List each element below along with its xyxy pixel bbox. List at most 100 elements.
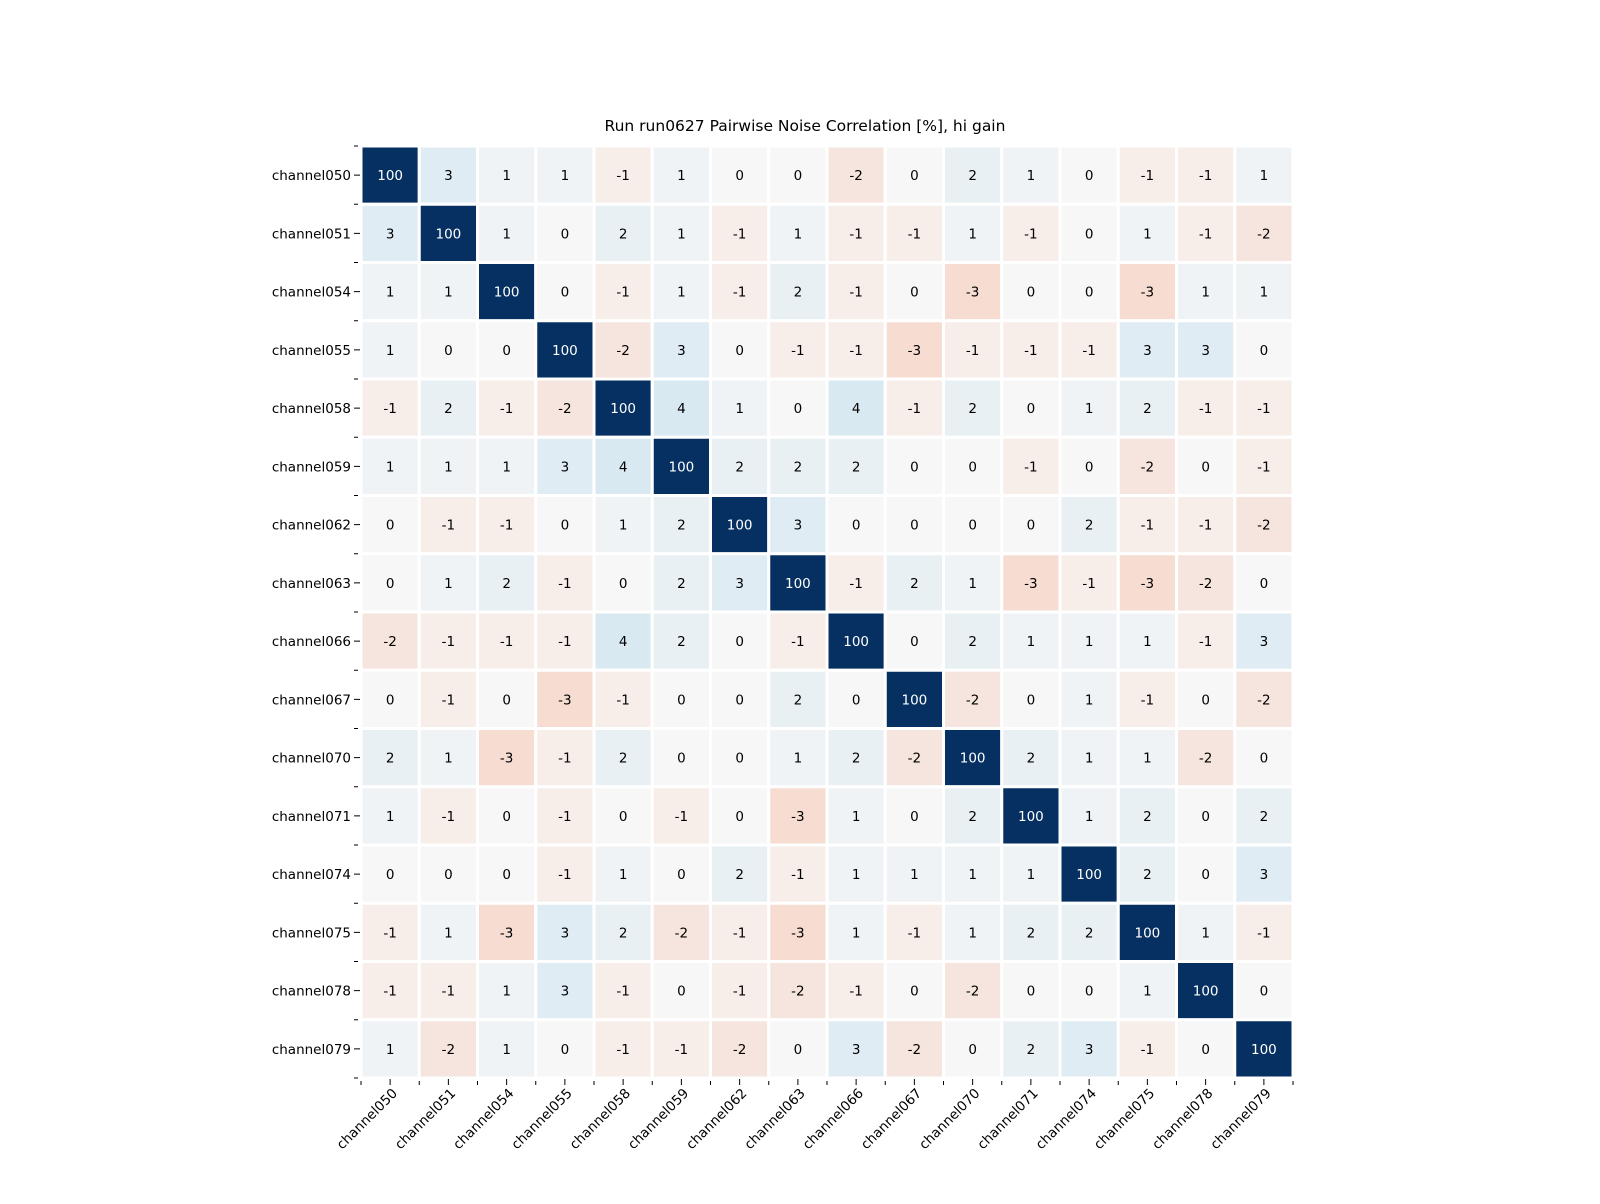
cell-value-label: 0	[735, 634, 744, 650]
cell-value-label: 100	[668, 459, 694, 475]
cell-value-label: -1	[1257, 925, 1270, 941]
cell-value-label: -1	[1141, 1042, 1154, 1058]
row-label: channel050	[272, 168, 351, 184]
cell-value-label: 0	[561, 1042, 570, 1058]
cell-value-label: -1	[849, 285, 862, 301]
cell-value-label: 1	[1085, 401, 1094, 417]
cell-value-label: 1	[735, 401, 744, 417]
cell-value-label: -2	[849, 168, 862, 184]
cell-value-label: -1	[558, 634, 571, 650]
heatmap-cell	[883, 960, 945, 1022]
cell-value-label: -1	[383, 925, 396, 941]
heatmap-cell	[476, 202, 538, 264]
cell-value-label: -1	[442, 692, 455, 708]
heatmap-cell	[1058, 1018, 1120, 1080]
cell-value-label: -3	[908, 343, 921, 359]
row-label: channel078	[272, 984, 351, 1000]
cell-value-label: 2	[1143, 867, 1152, 883]
cell-value-label: 3	[735, 576, 744, 592]
cell-value-label: 2	[444, 401, 453, 417]
cell-value-label: 0	[1085, 168, 1094, 184]
cell-value-label: 3	[1260, 634, 1269, 650]
cell-value-label: 2	[619, 925, 628, 941]
cell-value-label: -3	[791, 809, 804, 825]
cell-value-label: -1	[1257, 401, 1270, 417]
chart-title: Run run0627 Pairwise Noise Correlation […	[605, 117, 1006, 135]
cell-value-label: 0	[561, 518, 570, 534]
cell-value-label: 0	[735, 168, 744, 184]
cell-value-label: 0	[619, 576, 628, 592]
cell-value-label: 0	[677, 692, 686, 708]
heatmap-cell	[767, 843, 829, 905]
cell-value-label: 0	[1260, 576, 1269, 592]
cell-value-label: 0	[386, 692, 395, 708]
heatmap-cell	[534, 901, 596, 963]
cell-value-label: -1	[500, 634, 513, 650]
heatmap-cell	[942, 319, 1004, 381]
cell-value-label: -2	[442, 1042, 455, 1058]
cell-value-label: 0	[735, 343, 744, 359]
cell-value-label: -1	[1024, 459, 1037, 475]
heatmap-cell	[476, 1018, 538, 1080]
cell-value-label: 4	[677, 401, 686, 417]
cell-value-label: 0	[619, 809, 628, 825]
heatmap-cell	[1175, 668, 1237, 730]
cell-value-label: 1	[852, 809, 861, 825]
cell-value-label: 2	[1143, 401, 1152, 417]
cell-value-label: 0	[386, 576, 395, 592]
row-label: channel055	[272, 343, 351, 359]
row-label: channel059	[272, 459, 351, 475]
cell-value-label: -2	[383, 634, 396, 650]
cell-value-label: -1	[733, 226, 746, 242]
cell-value-label: 1	[968, 576, 977, 592]
heatmap-cell	[1116, 668, 1178, 730]
cell-value-label: -2	[908, 751, 921, 767]
cell-value-label: -3	[1141, 285, 1154, 301]
cell-value-label: -1	[908, 401, 921, 417]
heatmap-cell	[883, 552, 945, 614]
cell-value-label: -1	[558, 576, 571, 592]
heatmap-cell	[1000, 144, 1062, 206]
cell-value-label: 4	[852, 401, 861, 417]
cell-value-label: 0	[852, 692, 861, 708]
heatmap-cell	[359, 144, 421, 206]
cell-value-label: 1	[968, 925, 977, 941]
heatmap-cell	[1175, 319, 1237, 381]
cell-value-label: -1	[791, 867, 804, 883]
cell-value-label: -1	[908, 925, 921, 941]
cell-value-label: 1	[619, 518, 628, 534]
heatmap-cell	[1233, 610, 1295, 672]
cell-value-label: 2	[794, 285, 803, 301]
heatmap-cell	[359, 901, 421, 963]
cell-value-label: 0	[735, 809, 744, 825]
cell-value-label: 2	[968, 634, 977, 650]
heatmap-cell	[1116, 901, 1178, 963]
cell-value-label: 0	[677, 984, 686, 1000]
cell-value-label: 3	[852, 1042, 861, 1058]
cell-value-label: 100	[727, 518, 753, 534]
heatmap-cell	[709, 843, 771, 905]
heatmap-cell	[1233, 202, 1295, 264]
cell-value-label: -1	[1141, 168, 1154, 184]
cell-value-label: -1	[442, 984, 455, 1000]
heatmap-cell	[1116, 144, 1178, 206]
heatmap-cell	[1000, 435, 1062, 497]
heatmap-cell	[709, 319, 771, 381]
cell-value-label: 1	[444, 459, 453, 475]
cell-value-label: 1	[1143, 226, 1152, 242]
cell-value-label: 2	[852, 751, 861, 767]
heatmap-cell	[1233, 377, 1295, 439]
cell-value-label: 1	[1143, 984, 1152, 1000]
cell-value-label: 0	[1085, 226, 1094, 242]
cell-value-label: 0	[502, 809, 511, 825]
cell-value-label: -2	[558, 401, 571, 417]
cell-value-label: 1	[1027, 867, 1036, 883]
cell-value-label: 100	[960, 751, 986, 767]
heatmap-cell	[825, 610, 887, 672]
cell-value-label: -1	[558, 751, 571, 767]
heatmap-cell	[592, 202, 654, 264]
cell-value-label: 0	[386, 867, 395, 883]
cell-value-label: 1	[386, 809, 395, 825]
cell-value-label: -1	[849, 226, 862, 242]
cell-value-label: 2	[852, 459, 861, 475]
